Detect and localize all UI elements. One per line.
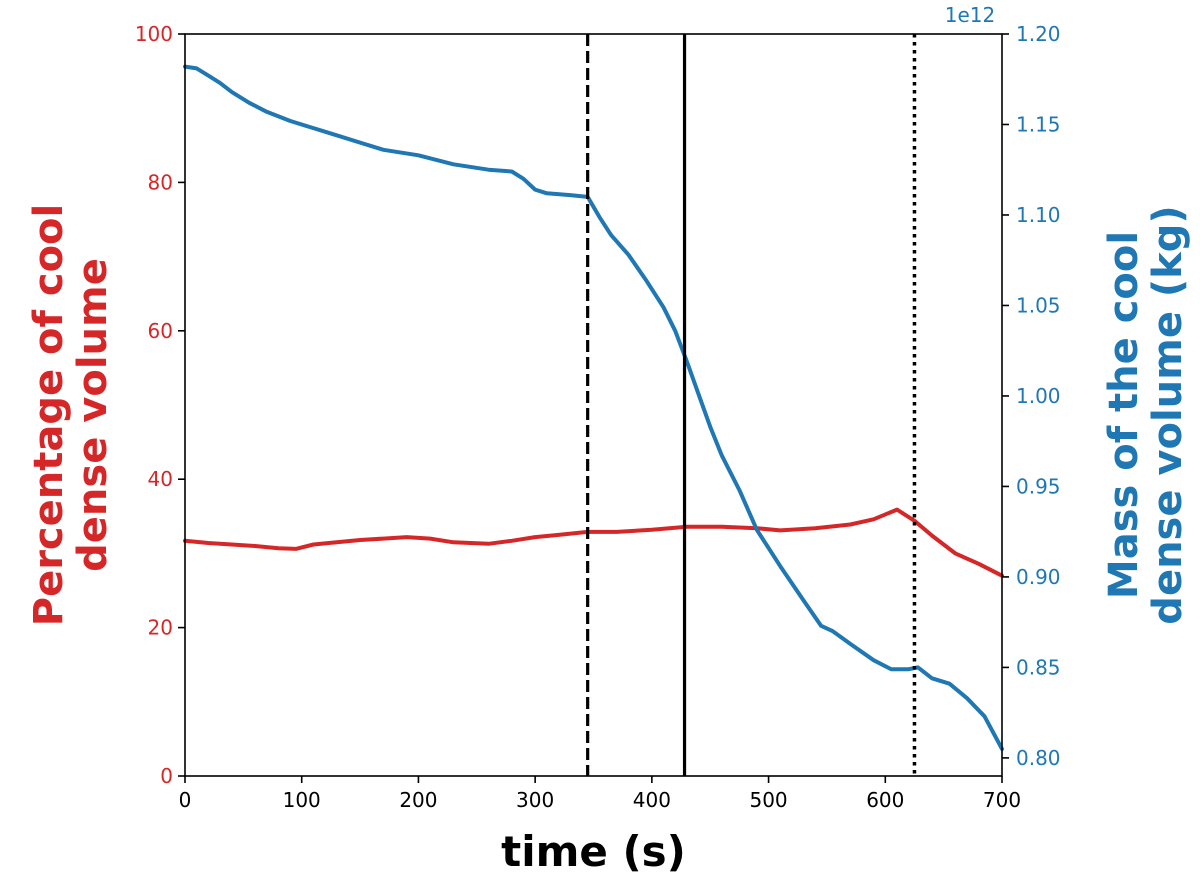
right-y-axis-ticks: 0.80 0.85 0.90 0.95 1.00 1.05 1.10 1.15 1.20 [1002,22,1061,770]
x-tick-label: 400 [633,788,671,812]
right-y-tick-label: 1.00 [1016,384,1061,408]
mass-series-line [183,64,1004,751]
right-y-axis-title: Mass of the cooldense volume (kg) [1101,205,1191,624]
plot-frame [184,33,1003,777]
x-axis-ticks: 0 100 200 300 400 500 600 700 [179,776,1021,812]
right-y-tick-label: 0.80 [1016,746,1061,770]
x-tick-label: 0 [179,788,192,812]
right-y-tick-label: 1.20 [1016,22,1061,46]
right-y-tick-label: 1.10 [1016,203,1061,227]
axis-title-line: Mass of the cool [1101,231,1147,599]
x-tick-label: 100 [283,788,321,812]
axis-title-line: Percentage of cool [26,204,72,626]
left-y-tick-label: 100 [135,22,173,46]
series-layer [183,64,1004,751]
left-y-axis-ticks: 0 20 40 60 80 100 [135,22,185,788]
left-y-tick-label: 60 [148,319,173,343]
x-tick-label: 500 [749,788,787,812]
vertical-marker-layer [586,34,917,776]
x-tick-label: 700 [983,788,1021,812]
x-tick-label: 600 [866,788,904,812]
x-axis-title: time (s) [501,827,686,876]
left-y-tick-label: 0 [160,764,173,788]
x-tick-label: 300 [516,788,554,812]
right-y-tick-label: 1.15 [1016,112,1061,136]
right-axis-offset-text: 1e12 [945,3,995,27]
percentage-series-line [183,507,1004,578]
left-y-tick-label: 20 [148,616,173,640]
left-y-tick-label: 40 [148,467,173,491]
x-tick-label: 200 [399,788,437,812]
left-y-axis-title: Percentage of cooldense volume [26,204,116,626]
right-y-tick-label: 1.05 [1016,293,1061,317]
left-y-tick-label: 80 [148,170,173,194]
axis-title-line: dense volume [70,258,116,572]
right-y-tick-label: 0.95 [1016,474,1061,498]
axis-title-line: dense volume (kg) [1145,205,1191,624]
right-y-tick-label: 0.85 [1016,655,1061,679]
right-y-tick-label: 0.90 [1016,565,1061,589]
